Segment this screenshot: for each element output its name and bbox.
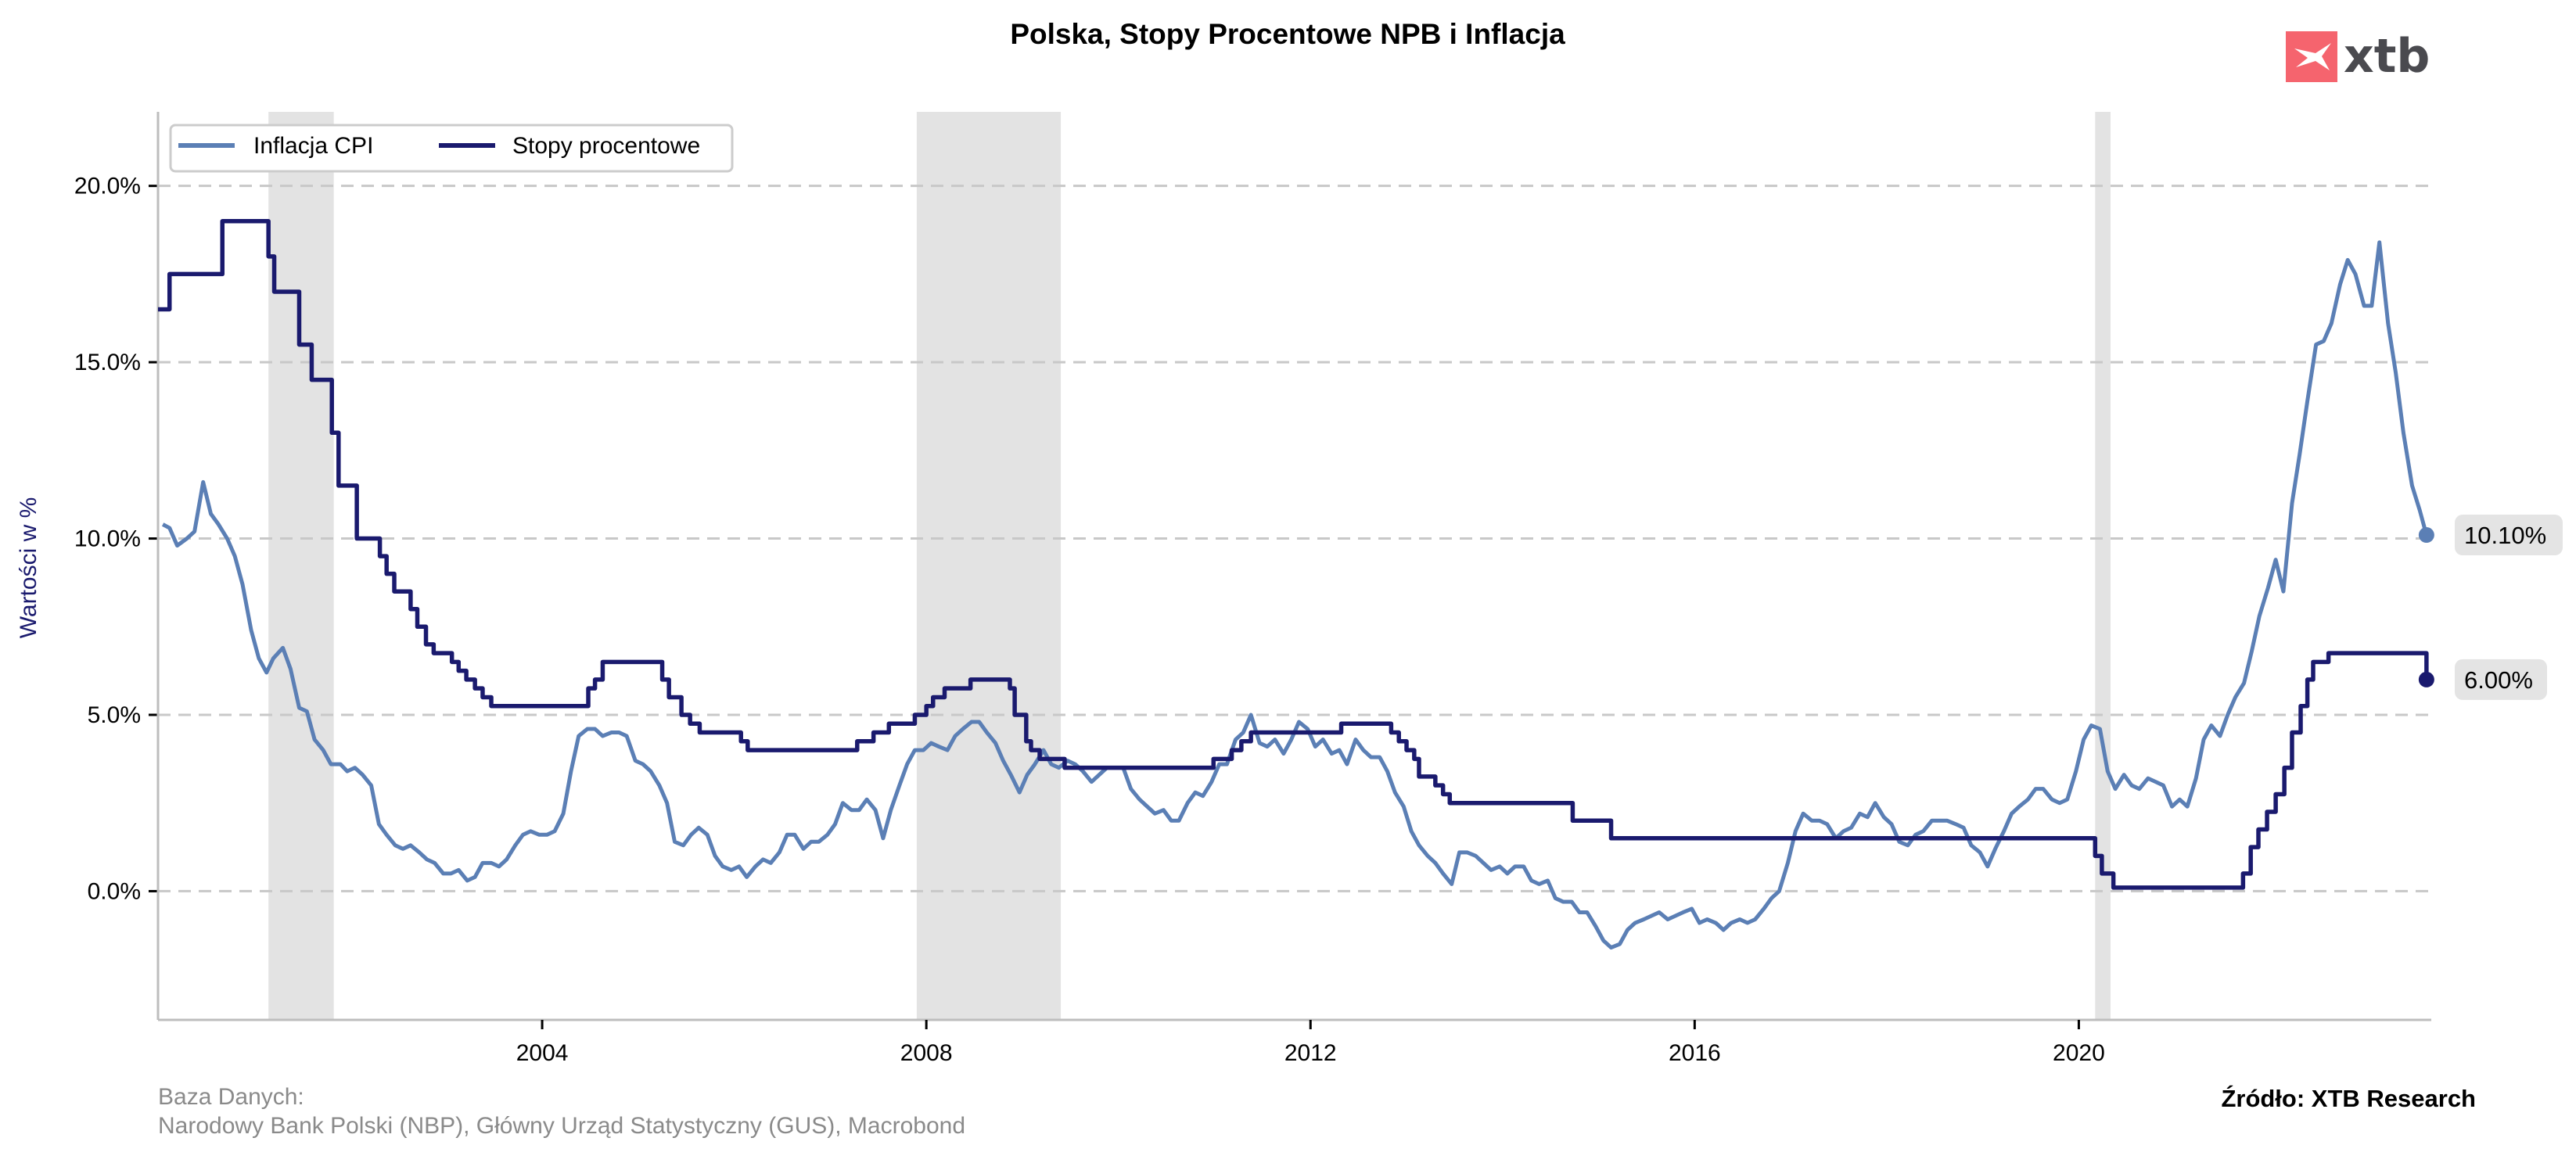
- recession-shading: [268, 112, 2111, 1020]
- annotations: 10.10% 6.00%: [2418, 515, 2563, 700]
- xtb-x-glyph-icon: [2294, 43, 2331, 70]
- xtb-logo: xtb: [2286, 29, 2430, 84]
- x-tick-label: 2004: [516, 1040, 569, 1066]
- x-tick-label: 2012: [1284, 1040, 1337, 1066]
- xtb-logo-text: xtb: [2344, 29, 2430, 84]
- last-value-badge-text: 6.00%: [2464, 666, 2533, 694]
- series-line-stopy-procentowe: [158, 219, 2429, 890]
- y-axis-label: Wartości w %: [16, 497, 41, 639]
- shaded-period-2: [2095, 112, 2111, 1020]
- last-value-badge: 6.00%: [2455, 659, 2547, 700]
- series-layer: [158, 219, 2429, 950]
- last-value-badge: 10.10%: [2455, 515, 2563, 556]
- x-tick-label: 2020: [2053, 1040, 2105, 1066]
- last-value-badge-text: 10.10%: [2464, 522, 2546, 549]
- x-tick-label: 2016: [1669, 1040, 1721, 1066]
- y-tick-label: 15.0%: [74, 350, 141, 375]
- footer-source: Źródło: XTB Research: [2221, 1085, 2476, 1112]
- footer-database-label: Baza Danych:: [158, 1084, 304, 1110]
- legend-label-inflacja-cpi: Inflacja CPI: [253, 133, 373, 159]
- series-line-inflacja-cpi: [161, 240, 2429, 950]
- legend-box: [169, 124, 734, 173]
- y-tick-label: 0.0%: [88, 878, 141, 904]
- shaded-period-1: [916, 112, 1062, 1020]
- last-point-marker: [2418, 671, 2434, 687]
- last-point-marker: [2418, 527, 2434, 544]
- shaded-period-0: [268, 112, 334, 1020]
- last-value-badge-bg: [2455, 515, 2563, 556]
- x-tick-label: 2008: [900, 1040, 953, 1066]
- chart-title: Polska, Stopy Procentowe NPB i Inflacja: [1010, 18, 1565, 50]
- gridlines: [158, 185, 2431, 892]
- legend: Inflacja CPI Stopy procentowe: [169, 124, 734, 173]
- y-tick-label: 5.0%: [88, 702, 141, 728]
- legend-label-stopy-procentowe: Stopy procentowe: [512, 133, 700, 159]
- axes: 0.0% 5.0% 10.0% 15.0% 20.0% 2004 2008 2012 2016 2…: [74, 112, 2431, 1066]
- last-value-badge-bg: [2455, 659, 2547, 700]
- y-tick-label: 20.0%: [74, 174, 141, 199]
- footer-database-sources: Narodowy Bank Polski (NBP), Główny Urząd…: [158, 1113, 965, 1139]
- y-tick-label: 10.0%: [74, 526, 141, 552]
